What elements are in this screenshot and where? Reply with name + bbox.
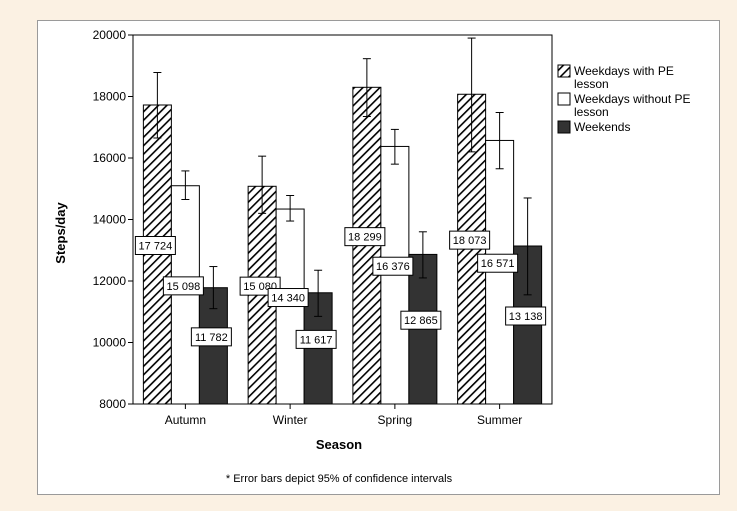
y-tick-label: 14000 [93,213,127,227]
data-label-box [267,288,309,308]
data-label: 11 782 [195,332,228,344]
data-label-box [344,227,386,247]
y-tick-label: 16000 [93,151,127,165]
data-label: 16 571 [481,258,515,270]
data-label-box [162,276,204,296]
legend-label: Weekdays with PE [574,64,674,78]
x-tick-label: Winter [273,413,308,427]
data-label: 17 724 [139,240,173,252]
figure-frame: 8000 10000 12000 14000 16000 18000 20000 Autumn… [37,20,720,495]
data-label: 13 138 [509,311,543,323]
x-axis-title: Season [316,437,362,452]
plot-area: 8000 10000 12000 14000 16000 18000 20000 Autumn… [93,28,553,427]
annotation-note: * Error bars depict 95% of confidence in… [226,473,453,485]
data-label: 18 073 [453,235,487,247]
data-label-box [477,253,519,273]
legend-label: Weekdays without PE [574,92,691,106]
legend-swatch-white [557,92,571,106]
x-tick-label: Autumn [165,413,206,427]
data-label-box [134,235,176,255]
data-label-box [190,327,232,347]
data-label: 15 098 [167,281,201,293]
legend-label: Weekends [574,120,630,134]
y-tick-label: 12000 [93,274,127,288]
data-label: 16 376 [376,261,410,273]
data-label: 18 299 [348,232,382,244]
data-label: 11 617 [300,334,333,346]
data-label: 12 865 [404,315,438,327]
legend-label: lesson [574,105,609,119]
data-label-box [400,310,442,330]
bar-chart: 8000 10000 12000 14000 16000 18000 20000 Autumn… [53,28,691,485]
data-label-box [449,230,491,250]
data-label: 14 340 [271,293,305,305]
legend-label: lesson [574,77,609,91]
y-tick-label: 20000 [93,28,127,42]
x-tick-label: Summer [477,413,522,427]
y-axis-title: Steps/day [53,202,68,264]
data-label-box [372,256,414,276]
data-label-box [505,306,547,326]
data-label-box [295,329,337,349]
y-tick-label: 8000 [99,397,126,411]
legend-swatch-dark [557,120,571,134]
y-tick-label: 10000 [93,336,127,350]
x-tick-label: Spring [378,413,413,427]
y-tick-label: 18000 [93,90,127,104]
legend-swatch-hatched [557,64,571,78]
